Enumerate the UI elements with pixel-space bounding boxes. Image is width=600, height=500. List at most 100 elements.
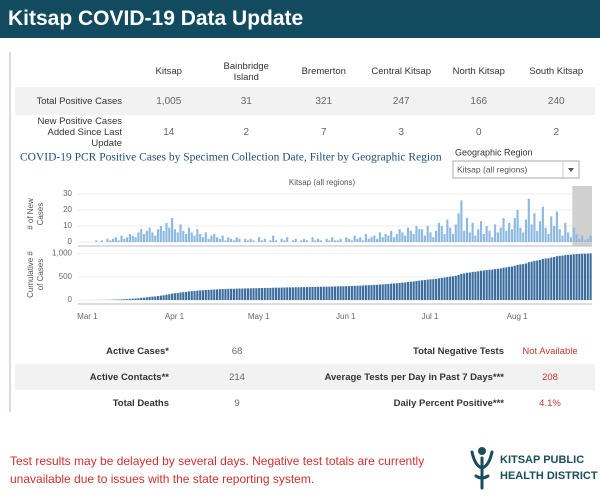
bar <box>541 206 544 242</box>
bar <box>569 237 573 242</box>
bar <box>246 240 249 242</box>
bar <box>538 221 542 242</box>
bar <box>449 227 452 242</box>
bar <box>274 240 278 242</box>
bar <box>454 224 457 242</box>
bar <box>550 216 553 242</box>
bar <box>423 280 426 300</box>
bar <box>387 235 390 242</box>
stat-value: 9 <box>234 397 240 409</box>
bar <box>109 240 112 242</box>
bar <box>437 278 440 300</box>
bar <box>406 282 410 300</box>
dropdown-box[interactable] <box>452 160 580 179</box>
bar <box>151 232 154 242</box>
bar <box>471 222 474 242</box>
cell-value: 321 <box>285 87 363 115</box>
bar <box>527 262 530 300</box>
bar <box>564 255 567 300</box>
stat-label: Active Cases* <box>106 345 169 357</box>
bar <box>364 234 367 242</box>
bar <box>435 278 438 300</box>
bar <box>364 285 367 300</box>
stat-value: Not Available <box>522 345 578 357</box>
bar <box>491 237 494 242</box>
stats-row: Active Cases* 68 Total Negative Tests Not A… <box>15 338 595 364</box>
bar <box>221 289 224 300</box>
bar <box>356 238 359 242</box>
bar <box>286 287 289 300</box>
bar <box>519 264 522 300</box>
bar <box>381 284 384 300</box>
y-tick-label: 20 <box>63 205 72 214</box>
row-label: New Positive Cases Added Since Last Upda… <box>37 116 122 149</box>
bar <box>300 240 303 242</box>
bar <box>409 230 412 242</box>
bar <box>176 292 179 300</box>
bar <box>246 288 249 300</box>
bar <box>583 253 587 300</box>
bar <box>106 238 109 242</box>
bar <box>533 260 536 300</box>
bar <box>347 238 351 242</box>
column-header: Bainbridge Island <box>223 60 269 83</box>
bar <box>117 240 120 242</box>
bar <box>508 266 511 300</box>
bar <box>524 263 528 300</box>
bar <box>151 296 154 300</box>
bar <box>404 282 407 300</box>
bar <box>173 293 176 300</box>
stat-value: 4.1% <box>539 397 561 409</box>
bar <box>182 292 185 300</box>
bar <box>165 294 168 300</box>
y-tick-label: 500 <box>59 272 73 281</box>
bar <box>412 234 415 242</box>
bar <box>544 258 547 300</box>
bar <box>502 218 505 242</box>
bar <box>277 287 280 300</box>
bar <box>390 230 393 242</box>
bar <box>440 226 443 242</box>
bar <box>249 238 252 242</box>
bar <box>362 285 365 300</box>
bar <box>308 287 311 300</box>
bar <box>370 285 373 300</box>
stat-label: Active Contacts** <box>15 364 170 390</box>
bar <box>294 238 297 242</box>
bar <box>140 297 143 300</box>
header-row: Kitsap Bainbridge Island Bremerton Central … <box>15 56 595 87</box>
bar <box>575 254 578 300</box>
bar <box>249 288 252 300</box>
dropdown[interactable]: Kitsap (all regions) <box>452 160 580 179</box>
bar <box>317 238 320 242</box>
bar <box>305 287 308 300</box>
bar <box>494 224 497 242</box>
bar <box>305 240 308 242</box>
bar <box>215 289 219 300</box>
bar <box>435 230 438 242</box>
bar <box>325 286 328 300</box>
bar <box>328 240 331 242</box>
bar <box>112 238 115 242</box>
bar <box>550 257 553 300</box>
logo-line: HEALTH DISTRICT <box>500 470 598 482</box>
bar <box>347 286 351 300</box>
bar <box>474 235 477 242</box>
bar <box>547 258 550 300</box>
dropdown-value[interactable]: Kitsap (all regions) <box>457 164 528 174</box>
bar <box>244 288 247 300</box>
bar <box>145 230 148 242</box>
bar <box>586 238 589 242</box>
bar <box>401 282 404 300</box>
bar <box>373 284 376 300</box>
bar <box>558 229 561 242</box>
dropdown-arrow[interactable] <box>568 168 574 172</box>
bar <box>303 287 306 300</box>
bar <box>429 279 432 300</box>
bar <box>496 268 499 300</box>
bar <box>418 280 421 300</box>
bar <box>432 237 435 242</box>
bar <box>120 299 123 300</box>
bar <box>516 264 519 300</box>
bar <box>589 253 592 300</box>
